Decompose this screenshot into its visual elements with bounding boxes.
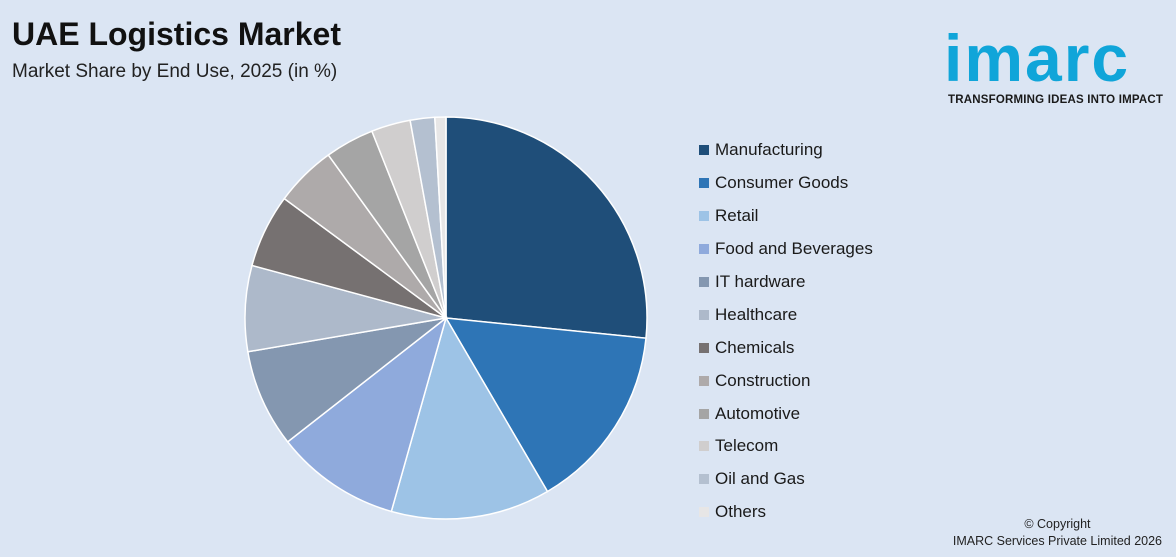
chart-subtitle: Market Share by End Use, 2025 (in %) [12,61,338,82]
legend-label: IT hardware [715,272,806,291]
legend-label: Healthcare [715,304,798,324]
legend-label: Telecom [715,436,779,456]
pie-slice-food-and-beverages [286,315,448,513]
legend-item-chemicals: Chemicals [699,331,873,364]
pie-slice-it-hardware [246,317,447,443]
copyright-line-2: IMARC Services Private Limited 2026 [952,534,1162,548]
legend-label: Oil and Gas [715,469,805,489]
legend-item-manufacturing: Manufacturing [699,134,873,167]
legend-item-consumer-goods: Consumer Goods [699,167,873,200]
legend-item-automotive: Automotive [699,397,873,430]
legend-swatch [699,474,709,485]
legend-swatch [699,342,709,353]
legend-label: Others [715,502,767,522]
legend-swatch [699,507,709,518]
legend-item-others: Others [699,496,873,529]
copyright-line-1: © Copyright [1024,517,1091,531]
legend-item-it-hardware: IT hardware [699,266,873,299]
legend-item-retail: Retail [699,200,873,233]
legend-label: Construction [715,370,811,390]
legend-item-telecom: Telecom [699,430,873,463]
legend-item-healthcare: Healthcare [699,298,873,331]
copyright-notice: © Copyright IMARC Services Private Limit… [953,516,1162,550]
legend-label: Consumer Goods [715,173,849,193]
legend-label: Manufacturing [715,140,823,160]
legend-swatch [699,244,709,255]
pie-slice-retail [390,316,549,520]
pie-slice-manufacturing [445,116,648,340]
legend-swatch [699,408,709,419]
legend-swatch [699,211,709,222]
legend-label: Retail [715,206,759,226]
legend-item-construction: Construction [699,364,873,397]
legend-item-food-and-beverages: Food and Beverages [699,233,873,266]
chart-legend: Manufacturing Consumer Goods Retail Food an… [699,134,873,529]
logo-wordmark: imarc [944,21,1131,95]
legend-swatch [699,145,709,156]
pie-slice-consumer-goods [444,317,647,493]
imarc-logo: imarc TRANSFORMING IDEAS INTO IMPACT [944,12,1170,112]
legend-label: Automotive [715,403,801,423]
chart-title: UAE Logistics Market [12,16,341,52]
legend-swatch [699,375,709,386]
legend-swatch [699,309,709,320]
legend-swatch [699,277,709,287]
legend-swatch [699,441,709,452]
legend-item-oil-and-gas: Oil and Gas [699,463,873,496]
legend-label: Food and Beverages [715,239,873,259]
legend-swatch [699,178,709,189]
logo-tagline: TRANSFORMING IDEAS INTO IMPACT [948,94,1164,106]
pie-slice-others [434,116,447,319]
legend-label: Chemicals [715,337,795,357]
